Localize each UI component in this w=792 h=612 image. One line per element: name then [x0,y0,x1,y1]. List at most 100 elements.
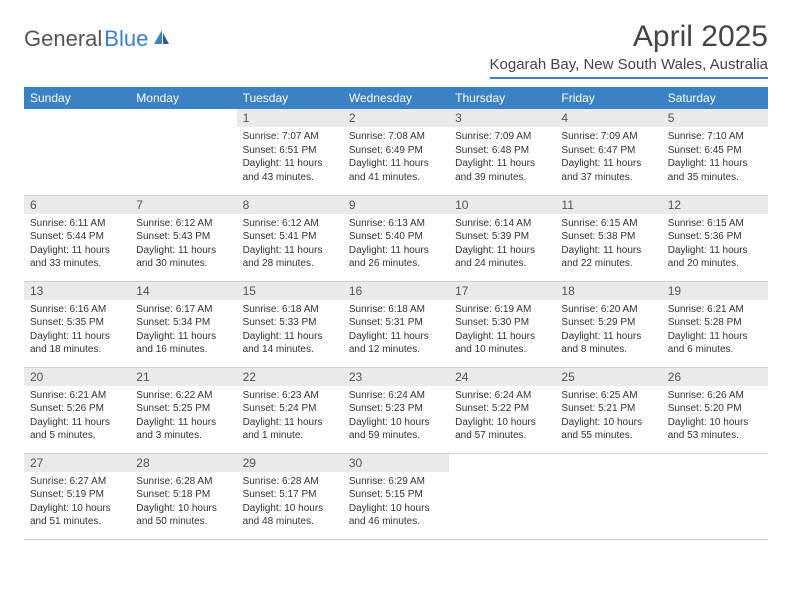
day-number: 26 [662,368,768,386]
sunset-text: Sunset: 5:38 PM [561,230,655,244]
calendar-row: 1Sunrise: 7:07 AMSunset: 6:51 PMDaylight… [24,109,768,195]
day-number: 23 [343,368,449,386]
daylight-text: Daylight: 11 hours and 16 minutes. [136,330,230,357]
day-number: 17 [449,282,555,300]
day-number: 24 [449,368,555,386]
daylight-text: Daylight: 11 hours and 10 minutes. [455,330,549,357]
weekday-header: Tuesday [237,87,343,109]
daylight-text: Daylight: 11 hours and 8 minutes. [561,330,655,357]
daylight-text: Daylight: 11 hours and 12 minutes. [349,330,443,357]
sunset-text: Sunset: 5:25 PM [136,402,230,416]
sunset-text: Sunset: 5:40 PM [349,230,443,244]
day-body: Sunrise: 6:29 AMSunset: 5:15 PMDaylight:… [343,472,449,533]
day-body: Sunrise: 6:18 AMSunset: 5:31 PMDaylight:… [343,300,449,361]
day-body: Sunrise: 7:10 AMSunset: 6:45 PMDaylight:… [662,127,768,188]
calendar-row: 13Sunrise: 6:16 AMSunset: 5:35 PMDayligh… [24,281,768,367]
day-body: Sunrise: 6:11 AMSunset: 5:44 PMDaylight:… [24,214,130,275]
sunset-text: Sunset: 6:45 PM [668,144,762,158]
sunset-text: Sunset: 5:36 PM [668,230,762,244]
daylight-text: Daylight: 11 hours and 28 minutes. [243,244,337,271]
daylight-text: Daylight: 10 hours and 57 minutes. [455,416,549,443]
calendar-cell: 19Sunrise: 6:21 AMSunset: 5:28 PMDayligh… [662,281,768,367]
calendar-cell [662,453,768,539]
day-number: 14 [130,282,236,300]
sunrise-text: Sunrise: 6:28 AM [243,475,337,489]
day-body: Sunrise: 6:21 AMSunset: 5:26 PMDaylight:… [24,386,130,447]
calendar-cell: 28Sunrise: 6:28 AMSunset: 5:18 PMDayligh… [130,453,236,539]
daylight-text: Daylight: 11 hours and 3 minutes. [136,416,230,443]
calendar-cell: 26Sunrise: 6:26 AMSunset: 5:20 PMDayligh… [662,367,768,453]
sunset-text: Sunset: 6:47 PM [561,144,655,158]
day-body: Sunrise: 6:16 AMSunset: 5:35 PMDaylight:… [24,300,130,361]
calendar-cell: 29Sunrise: 6:28 AMSunset: 5:17 PMDayligh… [237,453,343,539]
daylight-text: Daylight: 11 hours and 39 minutes. [455,157,549,184]
sunset-text: Sunset: 5:41 PM [243,230,337,244]
calendar-cell: 1Sunrise: 7:07 AMSunset: 6:51 PMDaylight… [237,109,343,195]
daylight-text: Daylight: 11 hours and 37 minutes. [561,157,655,184]
sunset-text: Sunset: 5:31 PM [349,316,443,330]
calendar-cell: 8Sunrise: 6:12 AMSunset: 5:41 PMDaylight… [237,195,343,281]
calendar-cell: 2Sunrise: 7:08 AMSunset: 6:49 PMDaylight… [343,109,449,195]
day-body: Sunrise: 7:07 AMSunset: 6:51 PMDaylight:… [237,127,343,188]
sunrise-text: Sunrise: 6:29 AM [349,475,443,489]
header: GeneralBlue April 2025 Kogarah Bay, New … [24,20,768,79]
calendar-cell: 16Sunrise: 6:18 AMSunset: 5:31 PMDayligh… [343,281,449,367]
day-body: Sunrise: 6:22 AMSunset: 5:25 PMDaylight:… [130,386,236,447]
sunset-text: Sunset: 5:20 PM [668,402,762,416]
sunrise-text: Sunrise: 7:09 AM [561,130,655,144]
day-number: 4 [555,109,661,127]
day-number: 29 [237,454,343,472]
day-number: 15 [237,282,343,300]
calendar-cell [555,453,661,539]
day-number: 13 [24,282,130,300]
sail-icon [152,26,172,52]
sunrise-text: Sunrise: 6:26 AM [668,389,762,403]
daylight-text: Daylight: 11 hours and 18 minutes. [30,330,124,357]
sunset-text: Sunset: 6:48 PM [455,144,549,158]
logo-text-2: Blue [104,26,148,52]
calendar-cell: 10Sunrise: 6:14 AMSunset: 5:39 PMDayligh… [449,195,555,281]
day-number: 5 [662,109,768,127]
calendar-cell: 24Sunrise: 6:24 AMSunset: 5:22 PMDayligh… [449,367,555,453]
sunset-text: Sunset: 5:22 PM [455,402,549,416]
daylight-text: Daylight: 11 hours and 35 minutes. [668,157,762,184]
day-body: Sunrise: 6:12 AMSunset: 5:43 PMDaylight:… [130,214,236,275]
day-number: 19 [662,282,768,300]
daylight-text: Daylight: 10 hours and 59 minutes. [349,416,443,443]
sunset-text: Sunset: 5:15 PM [349,488,443,502]
calendar-row: 27Sunrise: 6:27 AMSunset: 5:19 PMDayligh… [24,453,768,539]
sunrise-text: Sunrise: 6:18 AM [349,303,443,317]
day-body: Sunrise: 6:18 AMSunset: 5:33 PMDaylight:… [237,300,343,361]
sunset-text: Sunset: 6:49 PM [349,144,443,158]
day-number: 2 [343,109,449,127]
sunset-text: Sunset: 5:39 PM [455,230,549,244]
day-body: Sunrise: 6:21 AMSunset: 5:28 PMDaylight:… [662,300,768,361]
day-number: 28 [130,454,236,472]
daylight-text: Daylight: 11 hours and 33 minutes. [30,244,124,271]
day-body: Sunrise: 6:12 AMSunset: 5:41 PMDaylight:… [237,214,343,275]
calendar-row: 6Sunrise: 6:11 AMSunset: 5:44 PMDaylight… [24,195,768,281]
weekday-header: Friday [555,87,661,109]
daylight-text: Daylight: 11 hours and 30 minutes. [136,244,230,271]
sunset-text: Sunset: 5:28 PM [668,316,762,330]
day-number: 1 [237,109,343,127]
sunrise-text: Sunrise: 6:28 AM [136,475,230,489]
sunrise-text: Sunrise: 6:21 AM [30,389,124,403]
sunrise-text: Sunrise: 6:21 AM [668,303,762,317]
daylight-text: Daylight: 10 hours and 55 minutes. [561,416,655,443]
day-body: Sunrise: 6:26 AMSunset: 5:20 PMDaylight:… [662,386,768,447]
sunset-text: Sunset: 5:17 PM [243,488,337,502]
day-body: Sunrise: 7:09 AMSunset: 6:48 PMDaylight:… [449,127,555,188]
day-body: Sunrise: 6:13 AMSunset: 5:40 PMDaylight:… [343,214,449,275]
sunset-text: Sunset: 5:23 PM [349,402,443,416]
day-number: 6 [24,196,130,214]
month-title: April 2025 [490,20,768,54]
weekday-header: Monday [130,87,236,109]
calendar-row: 20Sunrise: 6:21 AMSunset: 5:26 PMDayligh… [24,367,768,453]
sunset-text: Sunset: 5:44 PM [30,230,124,244]
weekday-header: Thursday [449,87,555,109]
day-number: 3 [449,109,555,127]
daylight-text: Daylight: 11 hours and 6 minutes. [668,330,762,357]
calendar-cell: 9Sunrise: 6:13 AMSunset: 5:40 PMDaylight… [343,195,449,281]
sunrise-text: Sunrise: 6:18 AM [243,303,337,317]
